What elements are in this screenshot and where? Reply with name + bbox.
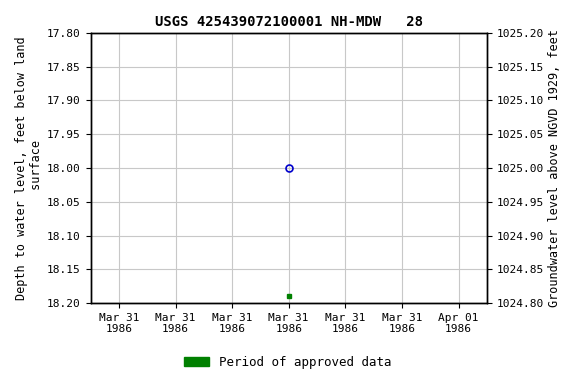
Legend: Period of approved data: Period of approved data [179, 351, 397, 374]
Y-axis label: Depth to water level, feet below land
 surface: Depth to water level, feet below land su… [15, 36, 43, 300]
Title: USGS 425439072100001 NH-MDW   28: USGS 425439072100001 NH-MDW 28 [155, 15, 423, 29]
Y-axis label: Groundwater level above NGVD 1929, feet: Groundwater level above NGVD 1929, feet [548, 29, 561, 307]
